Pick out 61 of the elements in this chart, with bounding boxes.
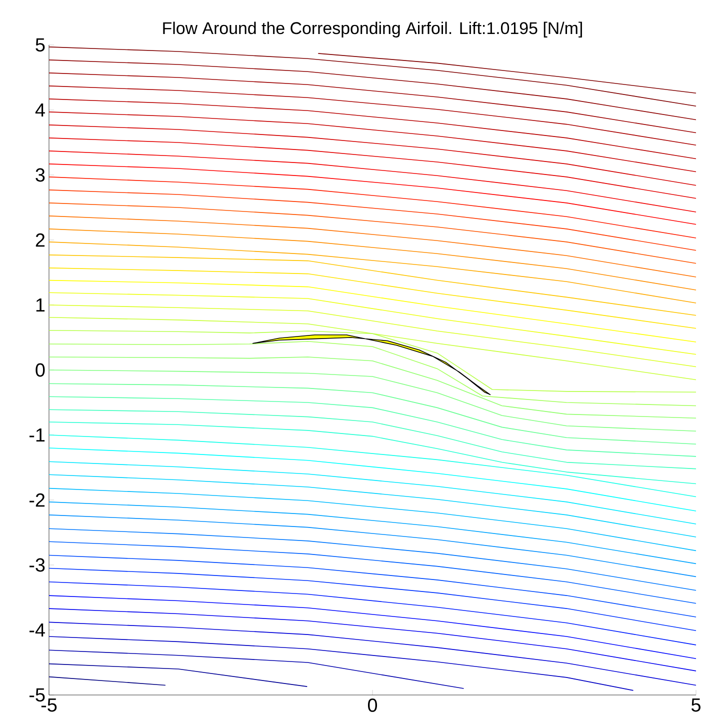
line-series [48, 370, 696, 432]
line-series [48, 190, 696, 251]
line-series [48, 396, 696, 457]
y-tick-label: 4 [35, 103, 45, 116]
line-series [48, 150, 696, 212]
line-series [48, 434, 696, 498]
line-series [48, 554, 696, 618]
line-series [48, 581, 696, 646]
line-series [48, 72, 696, 134]
line-series [48, 568, 696, 632]
line-series [48, 461, 696, 524]
line-series [48, 176, 696, 238]
line-series [48, 622, 696, 686]
line-series [48, 112, 696, 172]
line-series [48, 202, 696, 264]
line-series [48, 448, 696, 512]
line-series [48, 340, 696, 406]
line-series [48, 242, 696, 304]
line-series [48, 60, 696, 120]
y-tick-label: 2 [36, 233, 45, 247]
line-series [48, 528, 696, 591]
line-series [48, 124, 696, 186]
y-tick-label: 3 [36, 168, 45, 182]
line-series [48, 216, 696, 278]
x-tick-label: 5 [691, 698, 700, 712]
line-series [48, 254, 696, 316]
line-series [48, 650, 464, 689]
line-series [48, 488, 696, 552]
line-series [48, 636, 634, 691]
y-tick-label: 0 [36, 363, 45, 377]
line-series [48, 280, 696, 342]
line-series [318, 53, 696, 94]
y-tick-label: -1 [29, 428, 45, 442]
line-series [48, 514, 696, 578]
y-tick-label: 1 [36, 298, 45, 312]
line-series [48, 502, 696, 564]
line-series [48, 164, 696, 225]
line-series [48, 409, 696, 470]
line-series [48, 330, 696, 392]
line-series [48, 608, 696, 672]
line-series [48, 98, 696, 160]
line-series [48, 474, 696, 538]
line-series [48, 356, 696, 418]
line-series [48, 46, 696, 106]
line-series [48, 541, 696, 604]
line-series [48, 86, 696, 146]
y-tick-label: -3 [29, 558, 45, 572]
line-series [48, 292, 696, 355]
y-tick-label: -2 [29, 493, 45, 507]
line-series [48, 138, 696, 199]
line-series [48, 316, 696, 380]
line-series [48, 268, 696, 329]
line-series [48, 304, 696, 368]
line-series [48, 228, 696, 290]
x-tick-label: 0 [368, 698, 378, 712]
line-series [48, 595, 696, 659]
line-series [48, 383, 696, 444]
chart-title: Flow Around the Corresponding Airfoil. Lift:1.0195 [N/m] [163, 22, 582, 38]
y-tick-label: -4 [29, 623, 45, 637]
line-series [48, 422, 696, 484]
y-tick-label: 5 [36, 38, 45, 52]
